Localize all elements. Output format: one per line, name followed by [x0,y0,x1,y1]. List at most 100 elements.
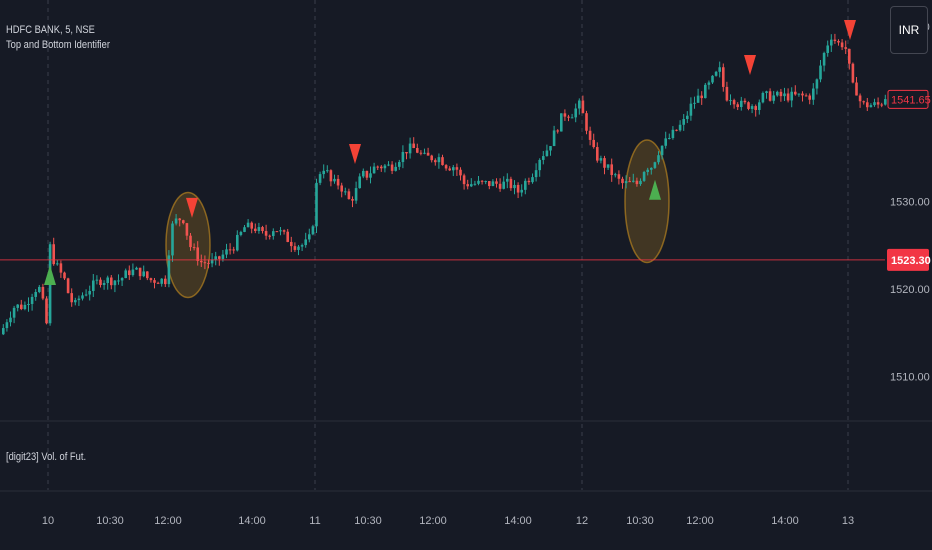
candle-body [347,191,351,200]
candle-body [743,100,747,103]
candle-body [578,100,581,109]
candle-body [146,271,149,279]
candle-body [488,181,491,187]
candle-body [84,294,88,296]
last-price-badge [887,89,929,109]
candle-body [20,304,23,310]
candle-body [808,95,811,100]
candle-body [869,105,873,108]
candle-body [866,102,869,108]
candle-body [171,223,174,256]
candle-body [538,159,541,171]
candle-body [632,180,635,182]
candle-body [527,180,531,183]
candle-body [826,45,829,53]
candle-body [405,151,408,154]
candle-body [246,222,250,228]
candle-body [416,148,419,153]
candle-body [113,280,117,286]
candle-body [340,185,343,192]
candle-body [210,259,214,264]
currency-button[interactable]: INR [890,6,928,54]
candle-body [23,304,27,310]
candle-body [786,93,790,101]
candle-body [336,178,340,186]
last-price-label: 1541.65 [891,94,931,106]
candle-body [455,167,459,170]
candle-body [653,162,657,168]
candle-body [732,100,736,105]
candle-body [182,220,185,224]
candle-body [27,303,30,305]
candle-body [599,158,603,161]
bottom-marker [649,179,661,200]
time-axis-tick: 14:00 [238,515,266,527]
candle-body [664,138,667,146]
candle-body [358,176,361,189]
candle-body [506,178,509,182]
candle-body [704,84,707,99]
candle-body [390,164,394,171]
candle-body [588,130,592,140]
candle-body [524,180,527,190]
top-marker [186,197,198,218]
candle-body [740,100,743,108]
candle-body [671,129,675,139]
candle-body [66,278,70,294]
candle-body [243,227,246,232]
candle-body [387,164,390,166]
candle-body [81,295,84,299]
candle-body [858,95,862,102]
time-axis-tick: 12:00 [419,515,447,527]
highlight-ellipse [624,139,670,264]
candle-body [326,170,329,172]
candle-body [232,249,235,251]
volume-pane-title[interactable]: [digit23] Vol. of Fut. [6,451,87,463]
candle-body [513,184,516,189]
symbol-legend[interactable]: HDFC BANK, 5, NSE [6,24,95,36]
candle-body [484,181,487,183]
candle-body [617,174,621,179]
candle-body [236,234,239,251]
candle-body [657,155,660,163]
candle-body [574,108,577,118]
candle-body [196,247,199,261]
candle-body [185,223,189,236]
candle-body [646,169,649,173]
candle-body [758,102,761,110]
candle-body [214,256,217,260]
candle-body [239,231,243,235]
candle-body [167,255,171,285]
candle-body [642,172,646,181]
candle-body [563,113,567,117]
candle-body [272,231,275,237]
candle-body [12,307,16,318]
candle-body [725,86,729,101]
candle-body [383,165,387,169]
candle-body [228,249,232,251]
candle-body [412,143,415,149]
candle-body [693,102,696,104]
candle-body [376,166,379,168]
candle-body [480,180,484,182]
indicator-legend[interactable]: Top and Bottom Identifier [6,39,110,51]
candle-body [718,67,721,72]
candle-body [394,166,397,171]
candle-body [102,282,106,285]
candle-body [120,278,124,281]
candle-body [754,106,757,110]
candle-body [714,71,718,76]
candle-body [473,183,477,185]
candle-body [200,260,203,263]
candle-body [585,113,588,131]
candle-body [225,249,228,255]
candle-body [250,222,253,229]
candle-body [491,181,495,187]
candle-body [682,119,685,125]
candle-body [268,235,271,237]
candle-body [128,270,131,276]
candle-body [495,181,498,184]
candle-body [311,226,315,235]
candle-body [16,304,19,308]
